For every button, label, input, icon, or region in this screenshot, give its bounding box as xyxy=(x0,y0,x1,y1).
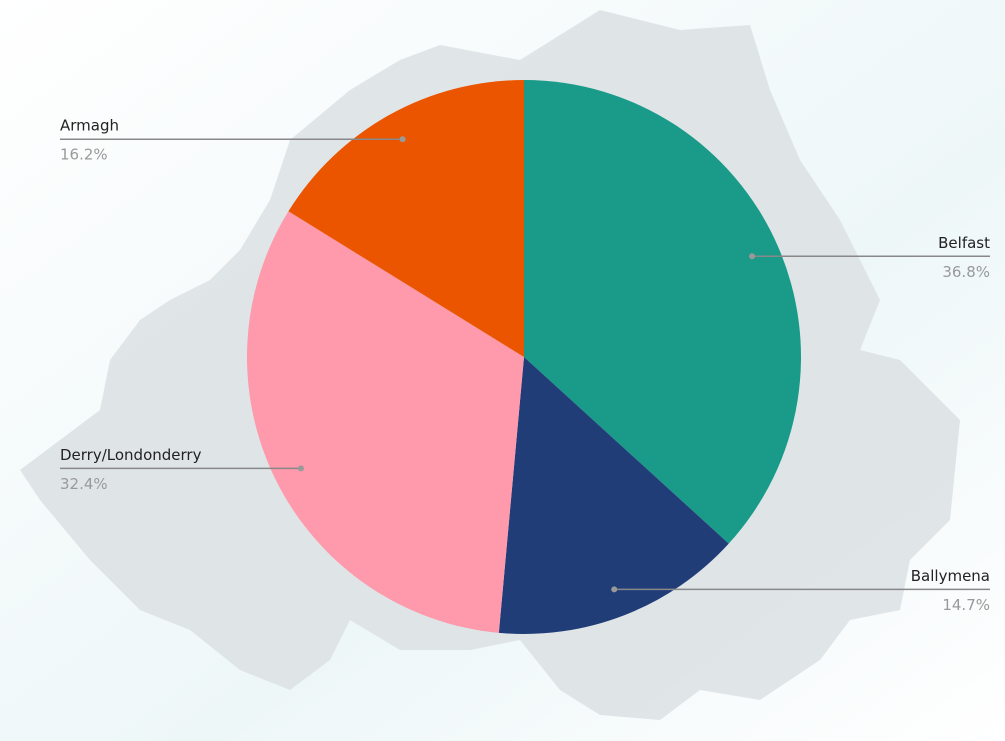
leader-dot xyxy=(611,586,618,593)
slice-value: 32.4% xyxy=(60,475,108,493)
slice-label: Derry/Londonderry xyxy=(60,446,202,464)
slice-value: 14.7% xyxy=(942,596,990,614)
slice-label: Belfast xyxy=(938,234,990,252)
pie-slice xyxy=(288,80,524,357)
slice-value: 16.2% xyxy=(60,146,108,164)
leader-dot xyxy=(297,465,304,472)
pie-slice xyxy=(498,357,729,634)
slice-label: Armagh xyxy=(60,117,119,135)
leader-dot xyxy=(399,136,406,143)
slice-label: Ballymena xyxy=(911,567,990,585)
pie-slice xyxy=(247,211,524,633)
slice-value: 36.8% xyxy=(942,263,990,281)
pie-slice xyxy=(524,80,801,544)
leader-dot xyxy=(749,253,756,260)
